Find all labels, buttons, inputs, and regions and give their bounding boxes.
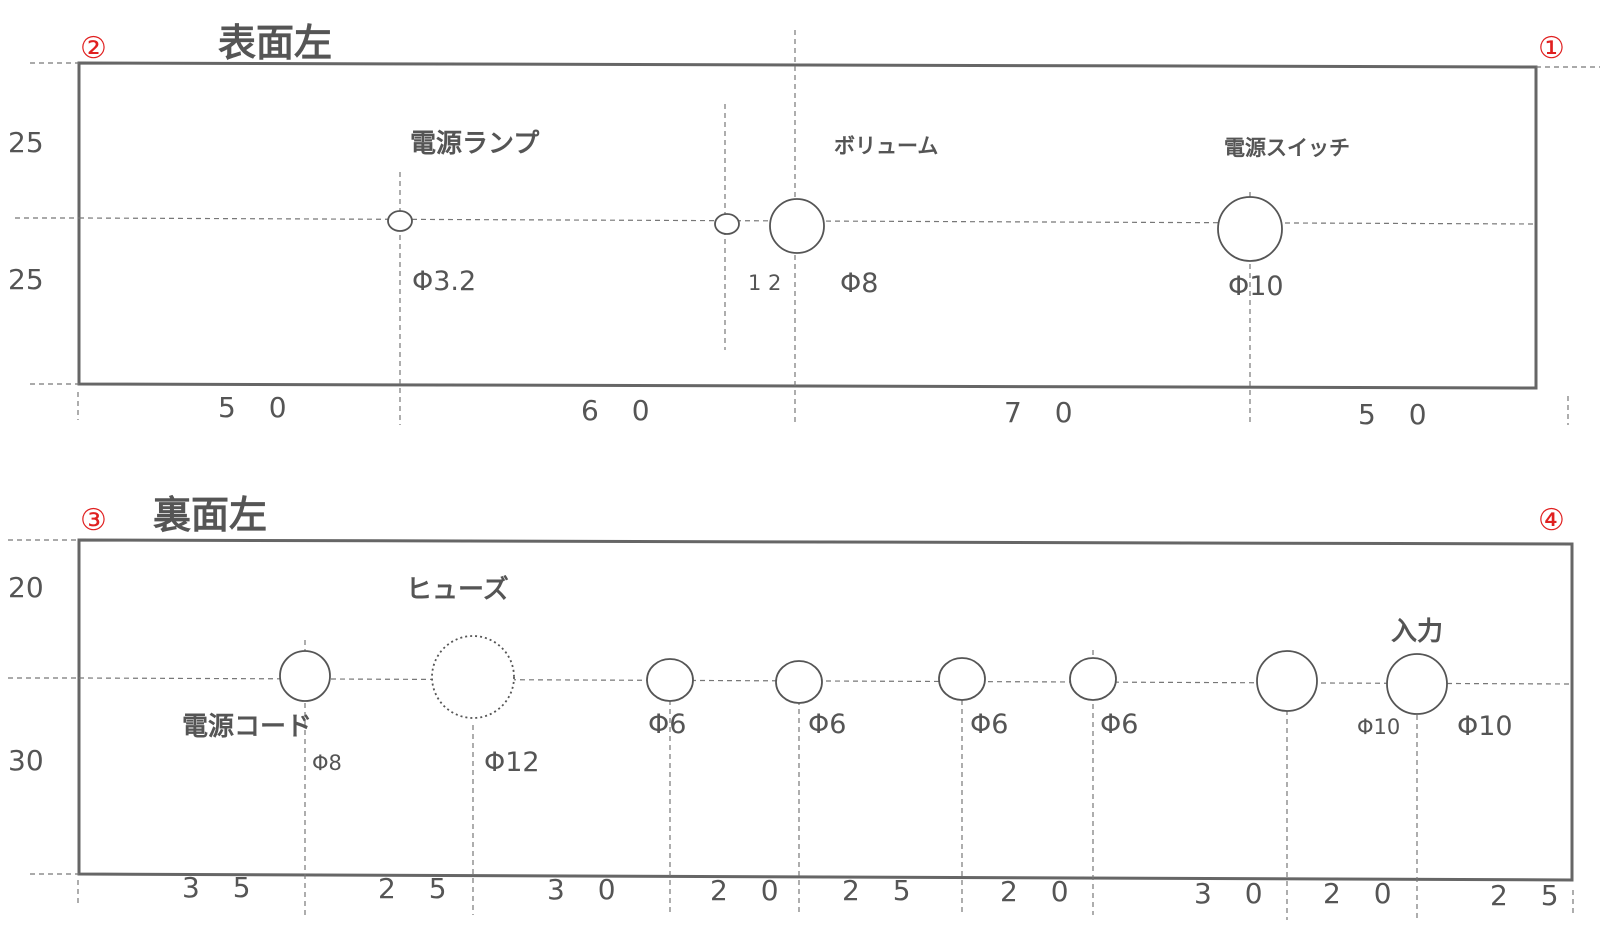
back-bottom-dim-7: 3 0 [1194, 877, 1275, 910]
front-bottom-dim-2: 6 0 [581, 394, 662, 427]
jack4-diameter: Φ6 [1100, 709, 1138, 740]
back-title: 裏面左 [153, 493, 267, 537]
back-side-dim-top: 20 [8, 571, 44, 604]
front-corner-right-marker: ① [1538, 31, 1565, 66]
back-cord-hole [279, 650, 331, 702]
power-lamp-label: 電源ランプ [410, 129, 540, 159]
front-lamp-hole [387, 210, 413, 232]
back-bottom-dim-6: 2 0 [1000, 875, 1081, 908]
back-side-dim-bottom: 30 [8, 744, 44, 777]
back-bottom-dim-2: 2 5 [378, 872, 459, 905]
front-title: 表面左 [218, 21, 332, 65]
volume-label: ボリューム [834, 134, 938, 158]
back-corner-right-marker: ④ [1538, 503, 1565, 538]
back-bottom-dim-5: 2 5 [842, 874, 923, 907]
front-panel-outline [77, 61, 1538, 390]
jack2-diameter: Φ6 [808, 709, 846, 740]
volume-diameter: Φ8 [840, 268, 878, 299]
power-cord-label: 電源コード [182, 712, 312, 742]
front-bottom-dim-3: 7 0 [1004, 396, 1085, 429]
input1-diameter: Φ10 [1357, 715, 1400, 739]
back-center-line [78, 677, 1573, 685]
back-jack4-hole [1069, 657, 1117, 701]
back-jack3-hole [938, 657, 986, 701]
back-fuse-hole [431, 635, 515, 719]
front-switch-hole [1217, 196, 1283, 262]
back-jack2-hole [775, 660, 823, 704]
back-bottom-dim-8: 2 0 [1323, 877, 1404, 910]
jack3-diameter: Φ6 [970, 709, 1008, 740]
front-bottom-dim-4: 5 0 [1358, 398, 1439, 431]
offset-dimension: 1 2 [748, 271, 781, 295]
front-side-dim-top: 25 [8, 126, 44, 159]
front-small-hole [714, 213, 740, 235]
fuse-diameter: Φ12 [484, 747, 540, 778]
front-corner-left-marker: ② [80, 31, 107, 66]
back-panel-outline [77, 538, 1574, 882]
back-corner-left-marker: ③ [80, 503, 107, 538]
input2-diameter: Φ10 [1457, 711, 1513, 742]
back-bottom-dim-1: 3 5 [182, 871, 263, 904]
switch-diameter: Φ10 [1228, 271, 1284, 302]
back-bottom-dim-9: 2 5 [1490, 879, 1571, 912]
front-side-dim-bottom: 25 [8, 263, 44, 296]
power-switch-label: 電源スイッチ [1224, 136, 1350, 160]
lamp-diameter: Φ3.2 [412, 266, 476, 297]
jack1-diameter: Φ6 [648, 709, 686, 740]
fuse-label: ヒューズ [406, 574, 509, 605]
back-input1-hole [1256, 650, 1318, 712]
back-input2-hole [1386, 653, 1448, 715]
front-volume-hole [769, 198, 825, 254]
front-panel: 表面左 ② ① 電源ランプ ボリューム 電源スイッチ Φ3.2 1 2 Φ8 Φ… [8, 21, 1600, 431]
cord-diameter: Φ8 [312, 751, 342, 775]
input-label: 入力 [1391, 617, 1443, 647]
front-bottom-dim-1: 5 0 [218, 391, 299, 424]
back-panel: 裏面左 ③ ④ ヒューズ 電源コード 入力 Φ8 [8, 493, 1574, 920]
back-jack1-hole [646, 658, 694, 702]
back-bottom-dim-3: 3 0 [547, 873, 628, 906]
back-bottom-dim-4: 2 0 [710, 874, 791, 907]
